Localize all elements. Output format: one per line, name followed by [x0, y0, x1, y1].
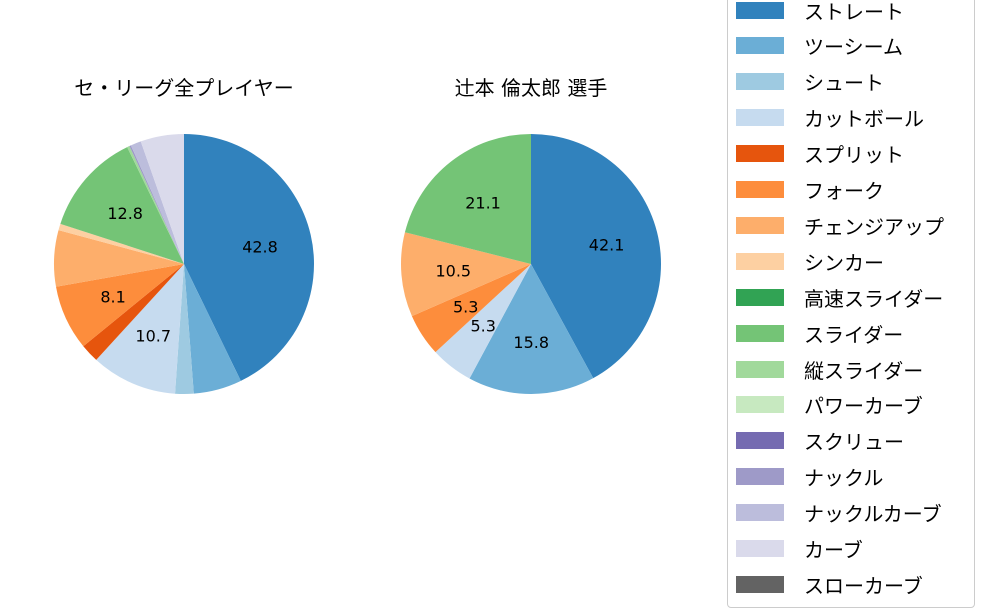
legend-label: ナックル: [804, 466, 884, 491]
legend-item: スローカーブ: [736, 574, 923, 598]
pie-slice: [130, 141, 184, 264]
legend-item: 縦スライダー: [736, 359, 923, 383]
pie-slice: [404, 134, 531, 264]
pie-slice: [411, 264, 531, 353]
slice-value-label: 42.1: [589, 236, 625, 255]
legend-label: スプリット: [804, 143, 904, 168]
pie-slice: [56, 264, 184, 347]
pie-slice: [184, 134, 314, 381]
legend-swatch: [736, 396, 784, 414]
slice-value-label: 5.3: [471, 317, 496, 336]
pie-slice: [184, 264, 241, 394]
legend-swatch: [736, 216, 784, 234]
legend-label: パワーカーブ: [804, 394, 923, 419]
legend-swatch: [736, 145, 784, 163]
legend-label: スローカーブ: [804, 573, 923, 598]
legend-label: チェンジアップ: [804, 214, 944, 239]
legend-label: ストレート: [804, 0, 904, 24]
slice-value-label: 12.8: [107, 204, 143, 223]
legend-swatch: [736, 288, 784, 306]
legend-label: 高速スライダー: [804, 286, 944, 311]
legend-item: チェンジアップ: [736, 215, 944, 239]
legend-item: スプリット: [736, 143, 904, 167]
right-chart-title: 辻本 倫太郎 選手: [454, 76, 608, 100]
legend-label: シンカー: [804, 250, 884, 275]
legend-label: ナックルカーブ: [804, 502, 942, 527]
legend-item: ツーシーム: [736, 35, 903, 59]
pie-slice: [83, 264, 184, 360]
legend-item: パワーカーブ: [736, 394, 923, 418]
legend-label: ツーシーム: [804, 35, 903, 60]
slice-value-label: 8.1: [100, 288, 125, 307]
legend-swatch: [736, 540, 784, 557]
legend-item: ストレート: [736, 0, 904, 24]
legend-swatch: [736, 432, 784, 450]
pie-slice: [53, 230, 184, 287]
legend-item: カーブ: [736, 538, 863, 562]
slice-value-label: 15.8: [513, 333, 549, 352]
legend-item: ナックル: [736, 466, 883, 490]
legend-item: スクリュー: [736, 430, 904, 454]
pie-charts: 42.8 10.7 8.1 12.8 42.1 15.8 5.35.3 10.5 21.1: [53, 134, 661, 394]
legend-label: フォーク: [804, 179, 884, 203]
legend-label: シュート: [804, 71, 884, 96]
slice-value-label: 10.7: [135, 327, 171, 346]
legend-swatch: [736, 252, 784, 270]
pie-slice: [435, 264, 531, 379]
legend-label: スライダー: [804, 322, 904, 347]
pie-slice: [60, 147, 184, 264]
legend-item: カットボール: [736, 107, 924, 131]
slice-value-label: 42.8: [242, 238, 278, 257]
legend-swatch: [736, 324, 784, 342]
legend-swatch: [736, 73, 784, 91]
slice-value-label: 10.5: [435, 261, 471, 280]
pie-slice: [469, 264, 594, 394]
legend-swatch: [736, 181, 784, 198]
legend-swatch: [736, 360, 784, 378]
legend-item: シンカー: [736, 251, 884, 275]
legend-swatch: [736, 1, 784, 19]
pie-slice: [401, 232, 531, 317]
legend-swatch: [736, 575, 784, 593]
pie-slice: [58, 223, 185, 264]
pie-slice: [127, 146, 184, 264]
pie-slice: [531, 134, 661, 379]
legend-label: カットボール: [804, 107, 924, 132]
legend-swatch: [736, 37, 784, 55]
legend-label: スクリュー: [804, 430, 904, 455]
legend-item: スライダー: [736, 323, 903, 347]
slice-value-label: 5.3: [453, 298, 478, 317]
legend-label: 縦スライダー: [804, 358, 924, 383]
legend-swatch: [736, 504, 784, 522]
legend-swatch: [736, 109, 784, 127]
legend-label: カーブ: [804, 538, 863, 562]
legend-item: フォーク: [736, 179, 884, 203]
legend-swatch: [736, 468, 784, 486]
pie-slice: [175, 264, 194, 394]
legend-item: シュート: [736, 71, 884, 95]
slice-value-label: 21.1: [465, 193, 501, 212]
pie-slice: [129, 145, 184, 264]
left-chart-title: セ・リーグ全プレイヤー: [74, 76, 294, 100]
legend: ストレートツーシームシュートカットボール スプリットフォークチェンジアップ シンカー…: [727, 0, 975, 608]
legend-item: ナックルカーブ: [736, 502, 942, 526]
legend-item: 高速スライダー: [736, 287, 943, 311]
pie-slice: [96, 264, 184, 394]
pie-slice: [140, 134, 184, 264]
